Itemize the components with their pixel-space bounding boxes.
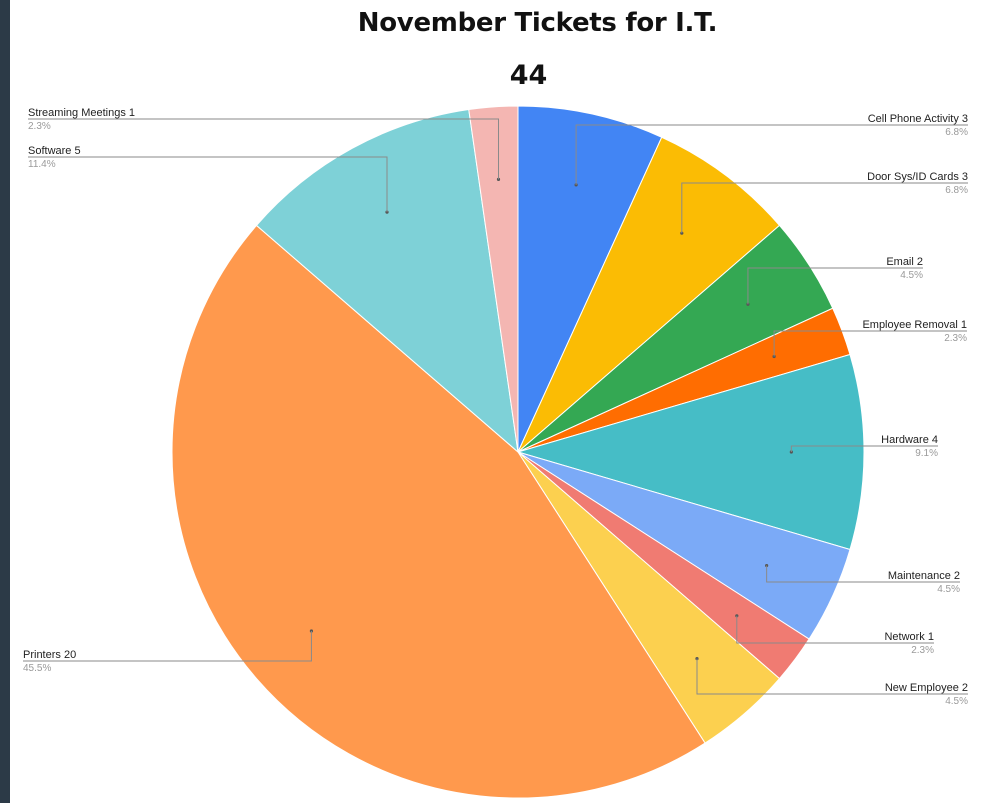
leader-line-printers: [23, 630, 312, 662]
slice-percent-email: 4.5%: [900, 270, 923, 281]
slice-percent-new-employee: 4.5%: [945, 696, 968, 707]
chart-total: 44: [509, 60, 548, 91]
slice-label-door-sys-id-cards: Door Sys/ID Cards 3: [867, 171, 968, 183]
leader-line-door-sys-id-cards: [681, 182, 968, 234]
slice-percent-hardware: 9.1%: [915, 448, 938, 459]
pie-slice-streaming-meetings: [468, 105, 519, 453]
leader-line-network: [736, 615, 934, 644]
slice-percent-printers: 45.5%: [23, 663, 51, 674]
leader-line-employee-removal: [773, 330, 967, 357]
leader-line-hardware: [790, 445, 938, 452]
leader-line-streaming-meetings: [28, 118, 500, 180]
pie-slice-door-sys-id-cards: [517, 136, 781, 453]
pie-slice-hardware: [516, 353, 865, 551]
pie-slice-printers: [171, 224, 706, 799]
slice-label-streaming-meetings: Streaming Meetings 1: [28, 107, 135, 119]
pie-slice-software: [255, 108, 519, 454]
slice-label-email: Email 2: [886, 256, 923, 268]
chart-title: November Tickets for I.T.: [357, 8, 718, 38]
slice-label-employee-removal: Employee Removal 1: [862, 319, 967, 331]
slice-label-maintenance: Maintenance 2: [888, 570, 960, 582]
slice-percent-door-sys-id-cards: 6.8%: [945, 185, 968, 196]
pie-chart: Cell Phone Activity 3 6.8% Door Sys/ID Car…: [23, 105, 968, 799]
slice-percent-cell-phone-activity: 6.8%: [945, 127, 968, 138]
slice-percent-network: 2.3%: [911, 645, 934, 656]
pie-slice-cell-phone-activity: [517, 105, 663, 453]
slice-label-hardware: Hardware 4: [881, 434, 938, 446]
leader-line-maintenance: [766, 565, 960, 583]
slice-percent-maintenance: 4.5%: [937, 584, 960, 595]
leader-line-cell-phone-activity: [575, 124, 968, 185]
slice-label-new-employee: New Employee 2: [885, 682, 968, 694]
slice-label-printers: Printers 20: [23, 649, 76, 661]
slice-label-cell-phone-activity: Cell Phone Activity 3: [868, 113, 968, 125]
slice-percent-software: 11.4%: [28, 159, 56, 170]
slice-label-software: Software 5: [28, 145, 81, 157]
leader-line-new-employee: [696, 658, 968, 695]
slice-percent-streaming-meetings: 2.3%: [28, 121, 51, 132]
slice-label-network: Network 1: [884, 631, 934, 643]
leader-line-software: [28, 156, 388, 213]
leader-line-email: [747, 267, 923, 305]
chart-canvas: November Tickets for I.T. 44 Cell Phone …: [10, 0, 998, 803]
slice-percent-employee-removal: 2.3%: [944, 333, 967, 344]
